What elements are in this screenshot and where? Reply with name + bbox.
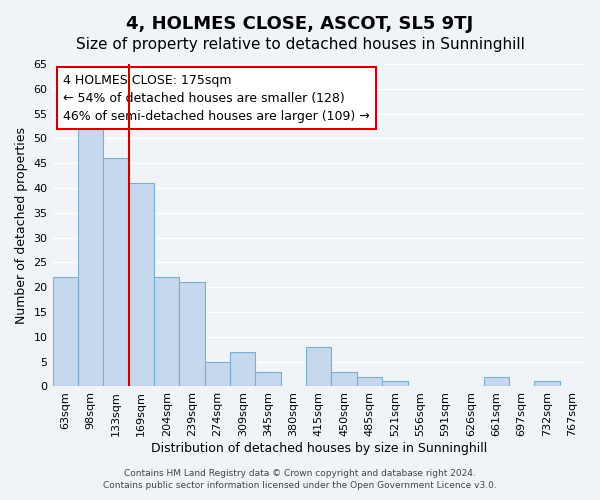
Bar <box>103 158 128 386</box>
Bar <box>382 382 407 386</box>
Text: Contains HM Land Registry data © Crown copyright and database right 2024.
Contai: Contains HM Land Registry data © Crown c… <box>103 468 497 490</box>
Bar <box>534 382 560 386</box>
Text: 4 HOLMES CLOSE: 175sqm
← 54% of detached houses are smaller (128)
46% of semi-de: 4 HOLMES CLOSE: 175sqm ← 54% of detached… <box>63 74 370 122</box>
Bar <box>179 282 205 387</box>
Bar <box>484 376 509 386</box>
Text: Size of property relative to detached houses in Sunninghill: Size of property relative to detached ho… <box>76 38 524 52</box>
Bar <box>331 372 357 386</box>
Bar <box>53 278 78 386</box>
Text: 4, HOLMES CLOSE, ASCOT, SL5 9TJ: 4, HOLMES CLOSE, ASCOT, SL5 9TJ <box>127 15 473 33</box>
X-axis label: Distribution of detached houses by size in Sunninghill: Distribution of detached houses by size … <box>151 442 487 455</box>
Bar <box>154 278 179 386</box>
Bar <box>205 362 230 386</box>
Bar <box>78 124 103 386</box>
Bar <box>256 372 281 386</box>
Bar <box>306 347 331 387</box>
Bar <box>230 352 256 386</box>
Bar <box>357 376 382 386</box>
Y-axis label: Number of detached properties: Number of detached properties <box>15 126 28 324</box>
Bar <box>128 183 154 386</box>
